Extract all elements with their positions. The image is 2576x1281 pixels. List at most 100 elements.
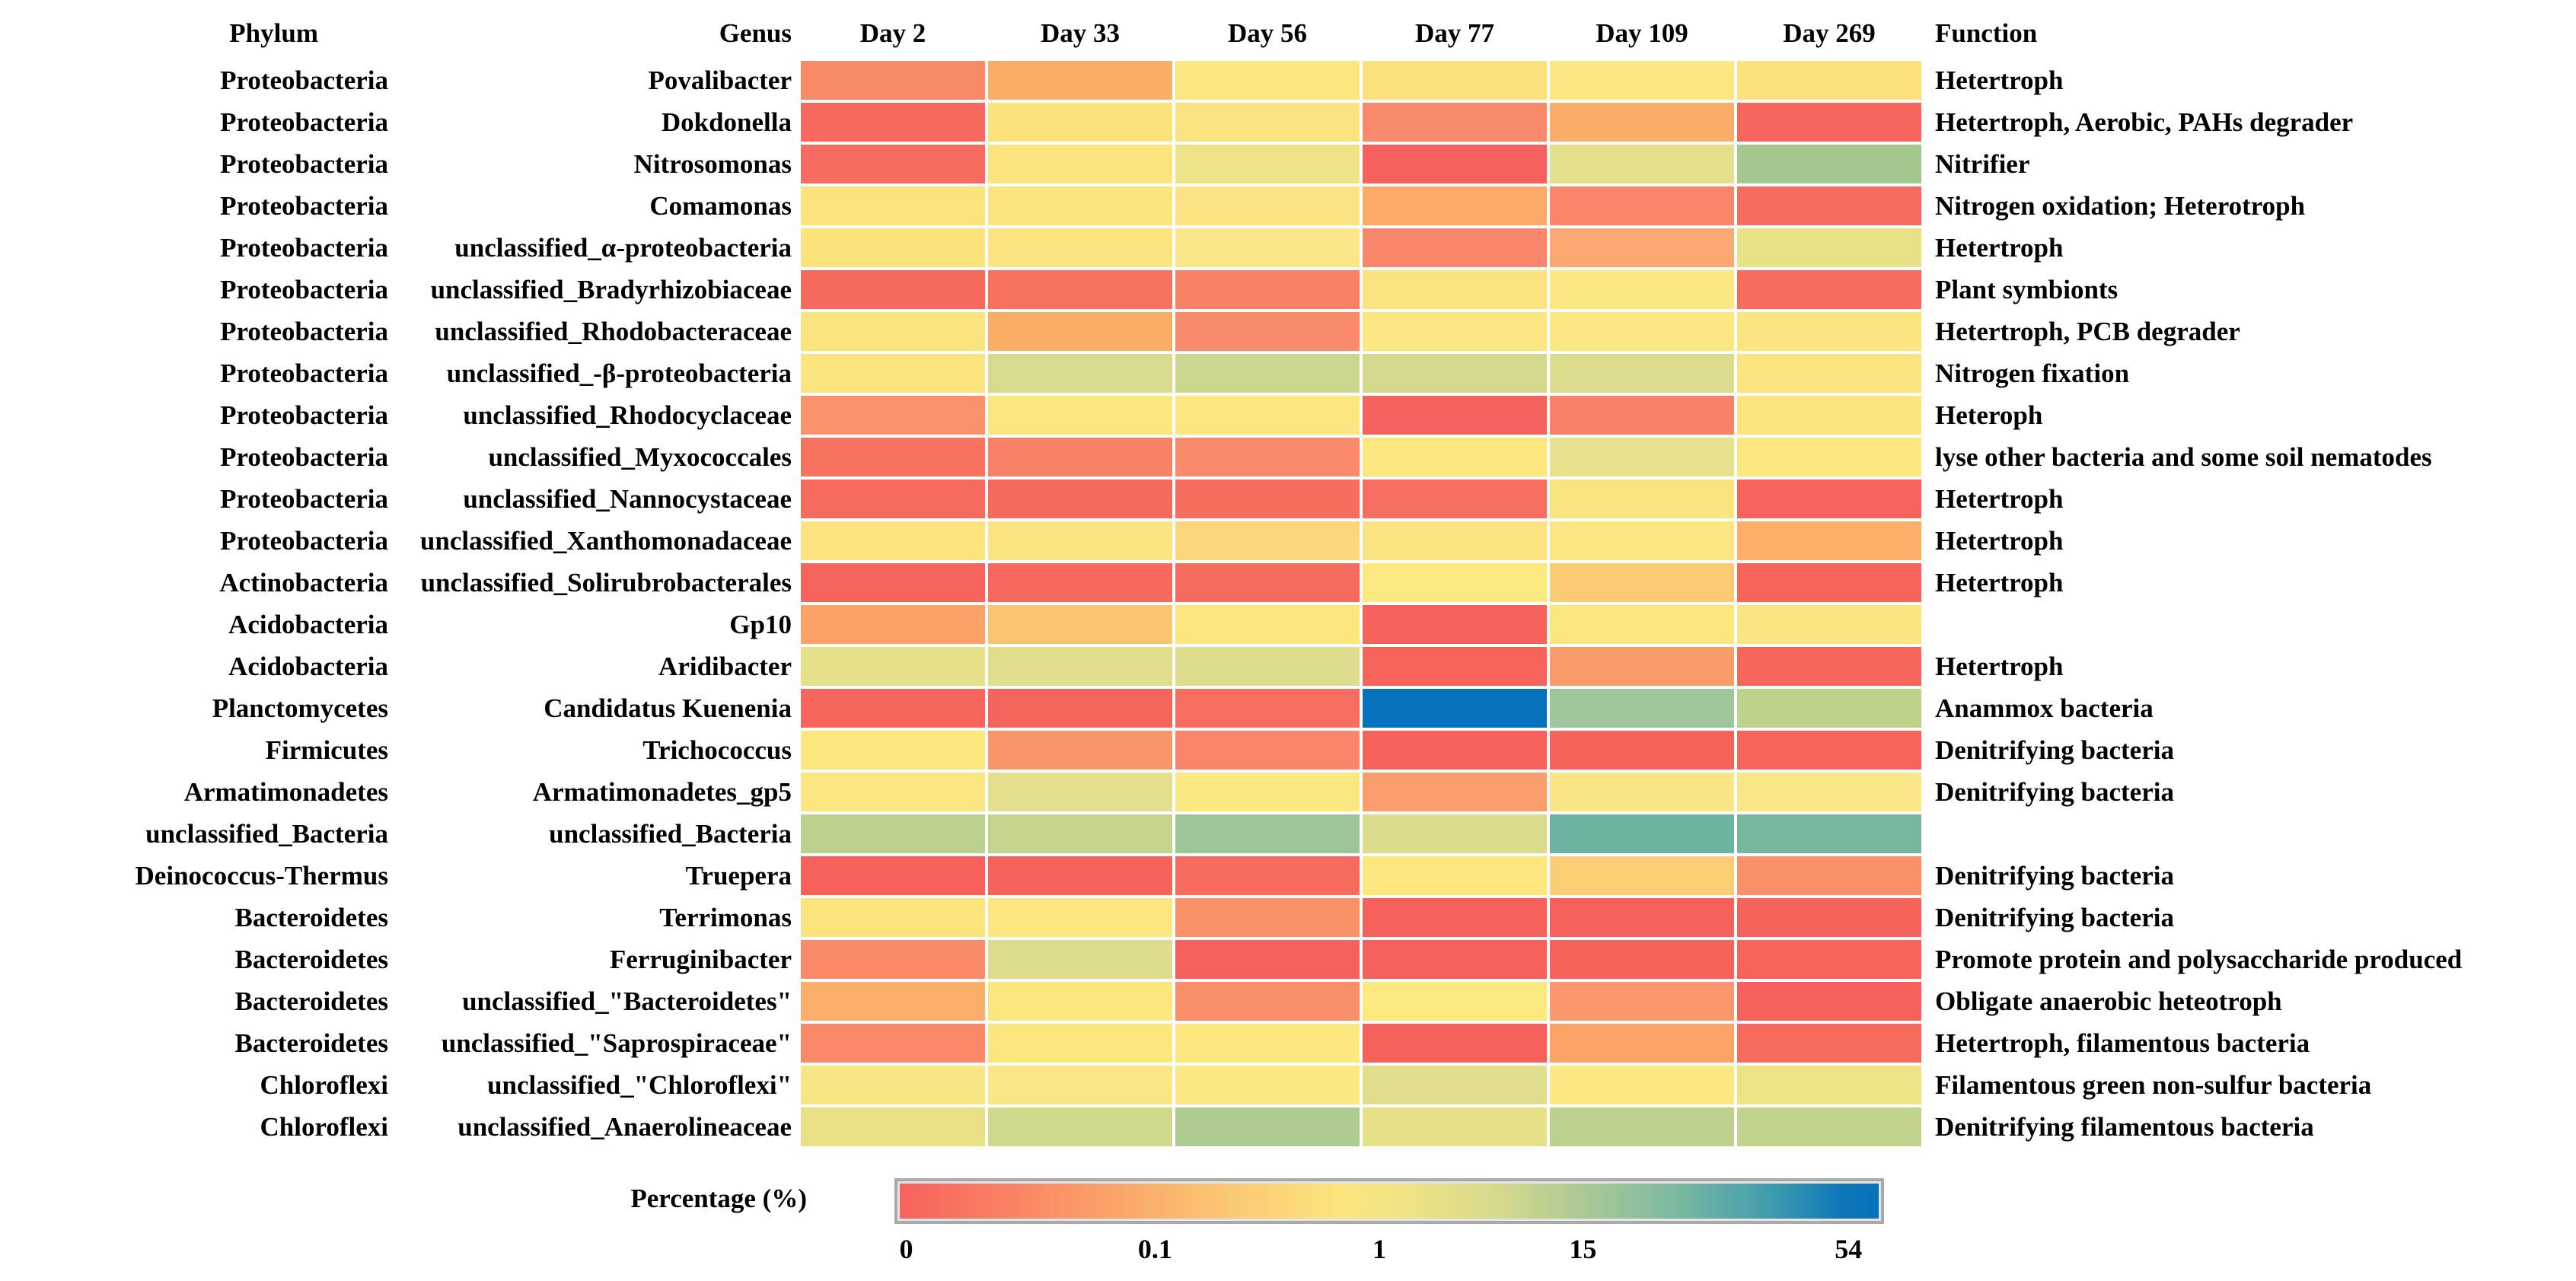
phylum-cell: Actinobacteria xyxy=(219,567,388,597)
heatmap-cell xyxy=(801,563,985,602)
heatmap-cell xyxy=(801,438,985,476)
phylum-cell: Acidobacteria xyxy=(228,651,388,681)
heatmap-cell xyxy=(1550,731,1734,770)
heatmap-cell xyxy=(1175,898,1360,937)
genus-cell: Aridibacter xyxy=(658,651,792,681)
function-cell: Hetertroph, Aerobic, PAHs degrader xyxy=(1935,107,2354,137)
heatmap-cell xyxy=(1175,438,1360,476)
genus-cell: Ferruginibacter xyxy=(609,944,792,974)
heatmap-cell xyxy=(801,312,985,351)
heatmap-cell xyxy=(988,1107,1172,1146)
function-cell: Hetertroph xyxy=(1935,232,2064,263)
column-header-function: Function xyxy=(1935,18,2038,48)
heatmap-cell xyxy=(801,228,985,267)
heatmap-cell xyxy=(988,563,1172,602)
heatmap-cell xyxy=(1363,731,1547,770)
heatmap-cell xyxy=(1550,396,1734,435)
function-cell: Nitrogen fixation xyxy=(1935,358,2130,388)
heatmap-cell xyxy=(1737,1024,1921,1063)
phylum-cell: Proteobacteria xyxy=(220,65,388,95)
heatmap-cell xyxy=(801,898,985,937)
genus-cell: unclassified_Myxococcales xyxy=(488,441,792,472)
heatmap-cell xyxy=(1363,856,1547,895)
heatmap-cell xyxy=(988,731,1172,770)
heatmap-cell xyxy=(1737,480,1921,518)
function-cell xyxy=(1923,813,2576,855)
legend-tick-labels: 0 0.1 1 15 54 xyxy=(894,1233,1878,1271)
heatmap-cell xyxy=(1175,228,1360,267)
heatmap-cell xyxy=(1737,186,1921,225)
heatmap-cell xyxy=(1550,647,1734,686)
heatmap-cell xyxy=(1550,689,1734,728)
heatmap-cell xyxy=(801,940,985,979)
heatmap-table: Phylum Genus Day 2 Day 33 Day 56 Day 77 … xyxy=(135,18,2576,1146)
heatmap-cell xyxy=(1175,814,1360,853)
function-cell: Hetertroph xyxy=(1935,651,2064,681)
heatmap-cell xyxy=(1737,647,1921,686)
column-header-day-2: Day 2 xyxy=(859,18,926,48)
heatmap-cell xyxy=(988,689,1172,728)
heatmap-cell xyxy=(988,856,1172,895)
genus-cell: unclassified_-β-proteobacteria xyxy=(446,358,792,388)
heatmap-cell xyxy=(1550,814,1734,853)
heatmap-cell xyxy=(1550,61,1734,100)
heatmap-cell xyxy=(1550,228,1734,267)
heatmap-cell xyxy=(801,1107,985,1146)
heatmap-cell xyxy=(1737,982,1921,1021)
heatmap-cell xyxy=(1550,103,1734,142)
heatmap-cell xyxy=(1175,145,1360,183)
function-cell: Denitrifying bacteria xyxy=(1935,860,2174,891)
genus-cell: Terrimonas xyxy=(659,902,792,932)
heatmap-cell xyxy=(988,438,1172,476)
heatmap-cell xyxy=(988,1066,1172,1104)
heatmap-cell xyxy=(988,814,1172,853)
heatmap-cell xyxy=(1175,103,1360,142)
heatmap-cell xyxy=(801,61,985,100)
heatmap-cell xyxy=(1737,856,1921,895)
heatmap-cell xyxy=(1737,521,1921,560)
heatmap-cell xyxy=(1550,898,1734,937)
heatmap-cell xyxy=(988,270,1172,309)
genus-cell: Truepera xyxy=(685,860,792,891)
heatmap-cell xyxy=(1175,396,1360,435)
column-header-genus: Genus xyxy=(719,18,792,48)
heatmap-cell xyxy=(1175,186,1360,225)
phylum-cell: Proteobacteria xyxy=(220,274,388,304)
heatmap-cell xyxy=(801,521,985,560)
genus-cell: Nitrosomonas xyxy=(633,148,792,179)
phylum-cell: Proteobacteria xyxy=(220,400,388,430)
heatmap-cell xyxy=(1363,521,1547,560)
heatmap-cell xyxy=(1550,354,1734,393)
column-header-day-33: Day 33 xyxy=(1040,18,1121,48)
function-cell: Hetertroph xyxy=(1935,65,2064,95)
legend-tick: 1 xyxy=(1372,1234,1386,1264)
legend-tick: 0 xyxy=(899,1234,913,1264)
heatmap-cell xyxy=(801,982,985,1021)
heatmap-cell xyxy=(801,103,985,142)
heatmap-cell xyxy=(988,186,1172,225)
genus-cell: Povalibacter xyxy=(648,65,792,95)
heatmap-cell xyxy=(801,1024,985,1063)
heatmap-cell xyxy=(1737,312,1921,351)
heatmap-cell xyxy=(1175,61,1360,100)
legend-title: Percentage (%) xyxy=(630,1184,807,1213)
phylum-cell: Armatimonadetes xyxy=(183,776,388,807)
heatmap-cell xyxy=(1737,940,1921,979)
phylum-cell: Proteobacteria xyxy=(220,358,388,388)
heatmap-cell xyxy=(1550,605,1734,644)
heatmap-cell xyxy=(988,982,1172,1021)
heatmap-cell xyxy=(1363,186,1547,225)
column-header-day-56: Day 56 xyxy=(1227,18,1308,48)
phylum-cell: Proteobacteria xyxy=(220,190,388,221)
heatmap-cell xyxy=(1550,521,1734,560)
heatmap-cell xyxy=(1175,605,1360,644)
phylum-cell: Proteobacteria xyxy=(220,148,388,179)
heatmap-cell xyxy=(1737,396,1921,435)
function-cell: Nitrifier xyxy=(1935,148,2030,179)
heatmap-cell xyxy=(988,103,1172,142)
heatmap-cell xyxy=(988,312,1172,351)
heatmap-cell xyxy=(1737,814,1921,853)
heatmap-cell xyxy=(1737,1066,1921,1104)
heatmap-cell xyxy=(1175,480,1360,518)
